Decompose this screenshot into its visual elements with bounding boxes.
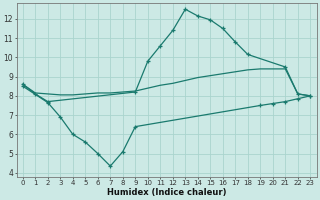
X-axis label: Humidex (Indice chaleur): Humidex (Indice chaleur) [107,188,226,197]
